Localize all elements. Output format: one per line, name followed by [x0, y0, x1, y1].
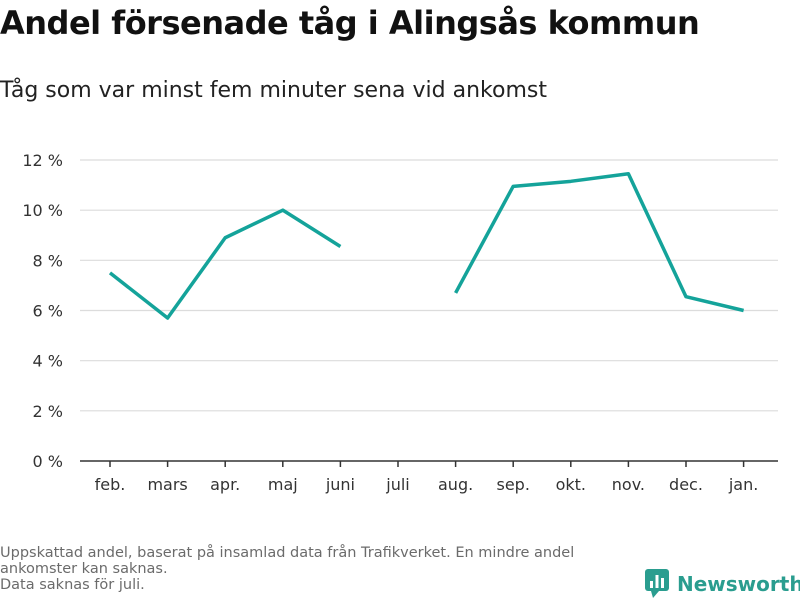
y-tick-label: 2 % [33, 402, 63, 421]
brand-name: Newsworthy [677, 572, 800, 596]
y-tick-label: 4 % [33, 352, 63, 371]
series-line [108, 208, 342, 320]
footnote-line: ankomster kan saknas. [0, 561, 168, 577]
x-tick-label: sep. [496, 475, 529, 494]
brand-logo: Newsworthy [645, 569, 800, 599]
y-tick-label: 8 % [33, 251, 63, 270]
chart-subtitle: Tåg som var minst fem minuter sena vid a… [0, 78, 547, 103]
footnote-line: Data saknas för juli. [0, 577, 145, 593]
x-tick-label: dec. [669, 475, 703, 494]
footnote-line: Uppskattad andel, baserat på insamlad da… [0, 545, 575, 561]
x-tick-label: aug. [438, 475, 473, 494]
x-tick-label: okt. [556, 475, 586, 494]
x-tick-label: juni [325, 475, 355, 494]
x-tick-label: feb. [95, 475, 126, 494]
newsworthy-logo-icon [645, 569, 669, 598]
line-chart: 0 % 2 % 4 % 6 % 8 % 10 % 12 % feb. mars apr. maj ju… [22, 151, 778, 494]
y-tick-label: 6 % [33, 302, 63, 321]
footnote: Uppskattad andel, baserat på insamlad da… [0, 545, 640, 593]
x-tick-label: nov. [612, 475, 645, 494]
x-tick-label: maj [268, 475, 298, 494]
y-tick-label: 12 % [22, 151, 63, 170]
x-tick-label: mars [147, 475, 187, 494]
x-tick-label: juli [385, 475, 409, 494]
x-tick-label: apr. [210, 475, 240, 494]
chart-title: Andel försenade tåg i Alingsås kommun [0, 4, 700, 42]
x-tick-label: jan. [728, 475, 758, 494]
series-line [454, 172, 745, 313]
y-tick-label: 0 % [33, 452, 63, 471]
y-tick-label: 10 % [22, 201, 63, 220]
